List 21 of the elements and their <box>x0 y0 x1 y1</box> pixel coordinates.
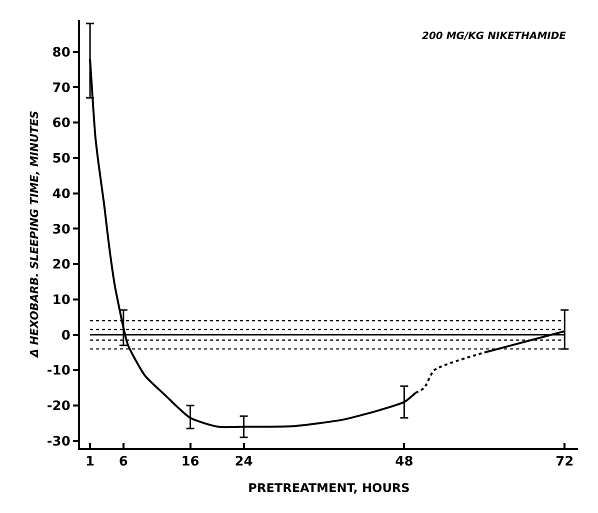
x-tick-label: 16 <box>181 454 200 470</box>
annotation: 200 MG/KG NIKETHAMIDE <box>422 31 566 42</box>
y-tick-label: 10 <box>52 292 70 308</box>
y-axis-title: Δ HEXOBARB. SLEEPING TIME, MINUTES <box>28 110 42 358</box>
y-tick-label: -30 <box>46 434 70 450</box>
x-axis-title: PRETREATMENT, HOURS <box>248 481 410 495</box>
x-tick-label: 72 <box>556 454 574 470</box>
y-tick-label: 0 <box>61 328 70 344</box>
x-tick-label: 6 <box>118 454 128 470</box>
y-tick-label: 80 <box>52 45 70 60</box>
x-tick-label: 1 <box>86 454 95 470</box>
y-tick-label: 70 <box>52 80 70 96</box>
y-tick-label: 40 <box>52 186 70 202</box>
y-tick-label: 50 <box>52 152 70 166</box>
x-tick-label: 24 <box>234 454 253 470</box>
x-tick-label: 48 <box>395 454 414 470</box>
y-tick-label: -10 <box>46 364 70 379</box>
y-tick-label: 20 <box>52 258 70 273</box>
y-tick-label: 30 <box>52 222 70 238</box>
y-tick-label: 60 <box>52 116 70 132</box>
y-tick-label: -20 <box>46 399 70 414</box>
